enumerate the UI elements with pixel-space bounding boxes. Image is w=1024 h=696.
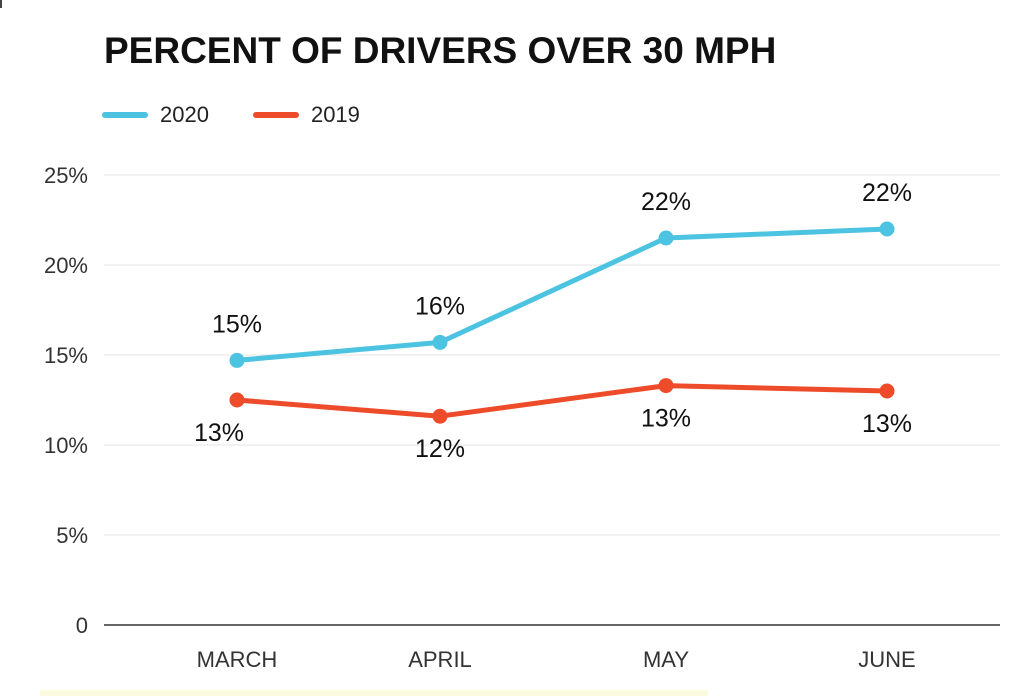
x-tick-label: JUNE — [858, 647, 915, 672]
y-tick-label: 0 — [76, 613, 88, 638]
corner-mark — [0, 0, 2, 8]
data-label-2019: 13% — [194, 419, 244, 447]
x-tick-label: MAY — [643, 647, 689, 672]
series-line-2020 — [234, 226, 890, 363]
chart-legend: 2020 2019 — [102, 102, 404, 128]
bottom-highlight-strip — [40, 690, 708, 696]
chart-title: PERCENT OF DRIVERS OVER 30 MPH — [104, 30, 777, 71]
data-point-2020 — [879, 221, 895, 237]
data-point-2020 — [432, 334, 448, 350]
data-point-2020 — [229, 352, 245, 368]
data-label-2020: 22% — [641, 188, 691, 216]
legend-item-2020: 2020 — [102, 102, 209, 128]
x-tick-label: MARCH — [197, 647, 278, 672]
legend-item-2019: 2019 — [252, 102, 360, 128]
series-line-2019 — [234, 383, 890, 419]
y-tick-label: 20% — [44, 253, 88, 278]
y-tick-label: 15% — [44, 343, 88, 368]
y-tick-label: 10% — [44, 433, 88, 458]
data-point-2019 — [879, 383, 895, 399]
y-tick-label: 25% — [44, 163, 88, 188]
data-point-2019 — [229, 392, 245, 408]
data-label-2019: 13% — [862, 410, 912, 438]
data-label-2020: 15% — [212, 310, 262, 338]
data-point-2019 — [658, 378, 674, 394]
data-label-2019: 13% — [641, 405, 691, 433]
data-label-2020: 22% — [862, 179, 912, 207]
data-label-2020: 16% — [415, 292, 465, 320]
legend-swatch-2020 — [102, 112, 148, 118]
data-label-2019: 12% — [415, 435, 465, 463]
data-point-2020 — [658, 230, 674, 246]
x-tick-label: APRIL — [408, 647, 472, 672]
legend-label-2019: 2019 — [310, 102, 360, 127]
legend-swatch-2019 — [252, 112, 299, 118]
y-tick-label: 5% — [56, 523, 88, 548]
legend-label-2020: 2020 — [160, 102, 209, 127]
data-point-2019 — [432, 408, 448, 424]
